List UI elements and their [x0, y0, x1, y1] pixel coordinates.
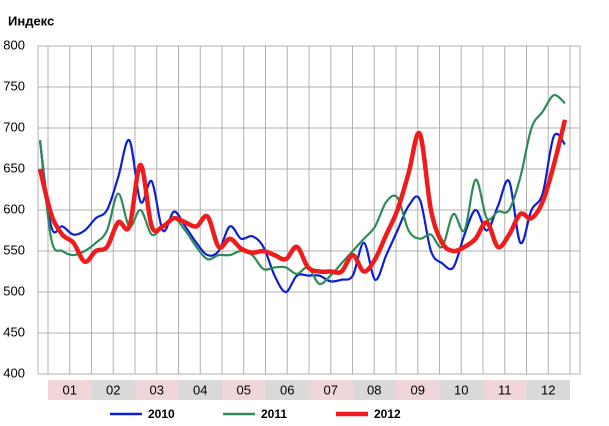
month-band: [135, 380, 179, 400]
month-label: 01: [63, 382, 77, 397]
month-band: [178, 380, 222, 400]
month-label: 08: [367, 382, 381, 397]
legend-label: 2010: [148, 407, 175, 421]
month-label: 03: [150, 382, 164, 397]
series-line: [38, 132, 566, 294]
month-label: 05: [237, 382, 251, 397]
series-line: [37, 119, 568, 275]
month-band: [265, 380, 309, 400]
y-tick-label: 450: [3, 324, 25, 339]
month-band: [439, 380, 483, 400]
month-label: 12: [541, 382, 555, 397]
legend-label: 2011: [261, 407, 287, 421]
month-label: 09: [411, 382, 425, 397]
month-band: [352, 380, 396, 400]
month-band: [48, 380, 92, 400]
month-band: [396, 380, 440, 400]
month-band: [526, 380, 570, 400]
chart-title: Индекс: [8, 13, 54, 28]
series-line: [38, 94, 566, 286]
y-tick-label: 600: [3, 201, 25, 216]
y-tick-label: 550: [3, 242, 25, 257]
y-tick-label: 650: [3, 160, 25, 175]
month-label: 06: [280, 382, 294, 397]
month-band: [483, 380, 527, 400]
month-label: 02: [106, 382, 120, 397]
y-tick-label: 700: [3, 119, 25, 134]
month-band: [309, 380, 353, 400]
month-label: 11: [498, 382, 512, 397]
legend-label: 2012: [374, 407, 401, 421]
y-tick-label: 750: [3, 78, 25, 93]
y-tick-label: 500: [3, 283, 25, 298]
month-band: [91, 380, 135, 400]
y-tick-label: 800: [3, 37, 25, 52]
month-label: 04: [193, 382, 207, 397]
month-band: [222, 380, 266, 400]
month-label: 10: [454, 382, 468, 397]
month-label: 07: [324, 382, 338, 397]
y-tick-label: 400: [3, 365, 25, 380]
